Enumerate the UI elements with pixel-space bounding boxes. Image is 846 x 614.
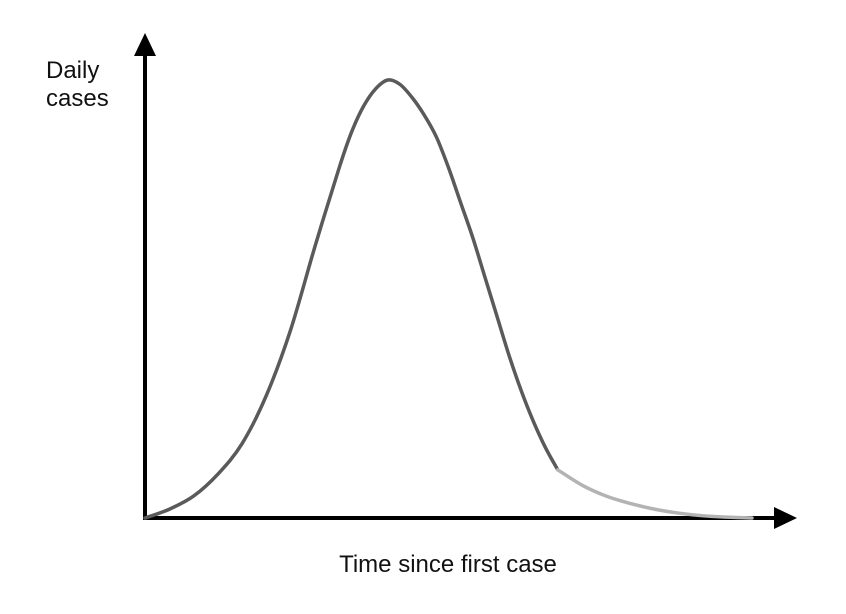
y-axis-label-line-1: Daily xyxy=(46,57,99,84)
x-axis-arrowhead xyxy=(774,507,797,529)
y-axis-label-line-2: cases xyxy=(46,85,109,112)
y-axis-arrowhead xyxy=(134,33,156,56)
curve-segment-2 xyxy=(556,468,754,520)
axis-labels: Daily cases Time since first case xyxy=(46,57,557,578)
axes xyxy=(134,33,797,529)
curve-segment-1 xyxy=(143,78,560,520)
x-axis-label: Time since first case xyxy=(339,551,557,578)
curve-series xyxy=(143,78,754,520)
